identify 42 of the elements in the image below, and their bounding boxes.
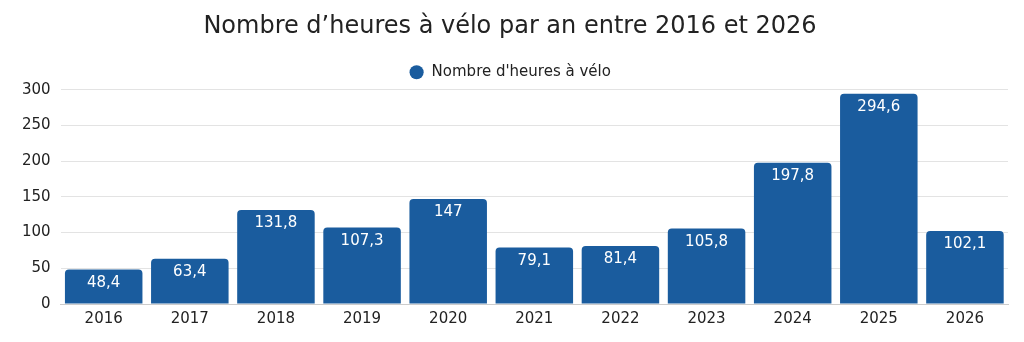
legend-label: Nombre d'heures à vélo [431, 62, 611, 81]
y-tick-label: 250 [21, 115, 51, 134]
y-tick-label: 150 [21, 186, 51, 205]
bar [409, 199, 487, 304]
y-tick-label: 50 [31, 258, 51, 277]
x-tick-label: 2023 [687, 308, 726, 327]
data-label: 131,8 [254, 213, 298, 232]
bar [581, 245, 660, 304]
x-tick-label: 2020 [429, 308, 468, 327]
bar [151, 258, 229, 304]
x-tick-label: 2024 [773, 308, 812, 327]
data-label: 107,3 [340, 230, 384, 249]
data-label: 197,8 [771, 166, 815, 185]
x-tick-label: 2016 [84, 308, 123, 327]
y-tick-label: 0 [41, 293, 51, 312]
data-label: 147 [433, 202, 463, 221]
x-tick-label: 2026 [945, 308, 985, 327]
data-label: 105,8 [685, 231, 729, 250]
y-tick-label: 100 [21, 222, 51, 241]
bar [64, 269, 143, 304]
x-tick-label: 2018 [256, 308, 296, 327]
data-label: 79,1 [517, 250, 552, 269]
chart-title: Nombre d’heures à vélo par an entre 2016 et 2026 [203, 10, 817, 39]
data-label: 102,1 [943, 234, 987, 253]
data-label: 81,4 [603, 249, 638, 268]
bar [753, 162, 832, 304]
data-label: 294,6 [857, 97, 901, 116]
x-tick-label: 2019 [342, 308, 382, 327]
bar [840, 93, 918, 304]
data-label: 63,4 [173, 262, 207, 281]
y-tick-label: 200 [21, 151, 51, 170]
data-label: 48,4 [86, 272, 121, 291]
bar [323, 227, 401, 304]
bar [237, 209, 315, 304]
x-tick-label: 2025 [859, 308, 898, 327]
bar [667, 228, 746, 304]
x-tick-label: 2022 [601, 308, 640, 327]
bar [926, 231, 1004, 304]
x-tick-label: 2021 [515, 308, 554, 327]
x-tick-label: 2017 [170, 308, 209, 327]
bar [495, 247, 574, 304]
y-tick-label: 300 [21, 79, 51, 98]
